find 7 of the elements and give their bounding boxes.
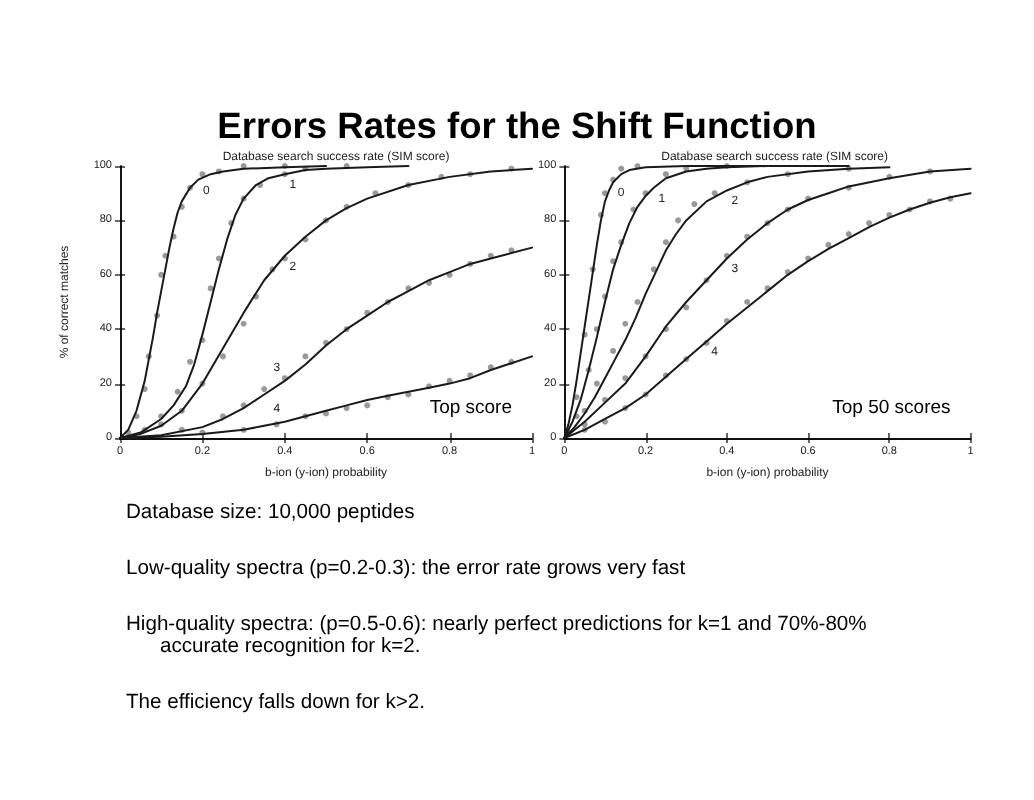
text: Low-quality spectra (p=0.2-0.3): the error rate grows very fast xyxy=(126,557,688,581)
text: High-quality spectra: (p=0.5-0.6): nearly perfect predictions for k=1 and 70%-80% accurate recognition for k=2. xyxy=(126,613,869,659)
text: Database size: 10,000 peptides xyxy=(126,502,417,525)
text: The efficiency falls down for k>2. xyxy=(126,691,427,714)
text: Errors Rates for the Shift Function xyxy=(215,104,819,146)
annotation: Top score xyxy=(429,397,512,419)
annotation: Top 50 scores xyxy=(832,397,952,419)
